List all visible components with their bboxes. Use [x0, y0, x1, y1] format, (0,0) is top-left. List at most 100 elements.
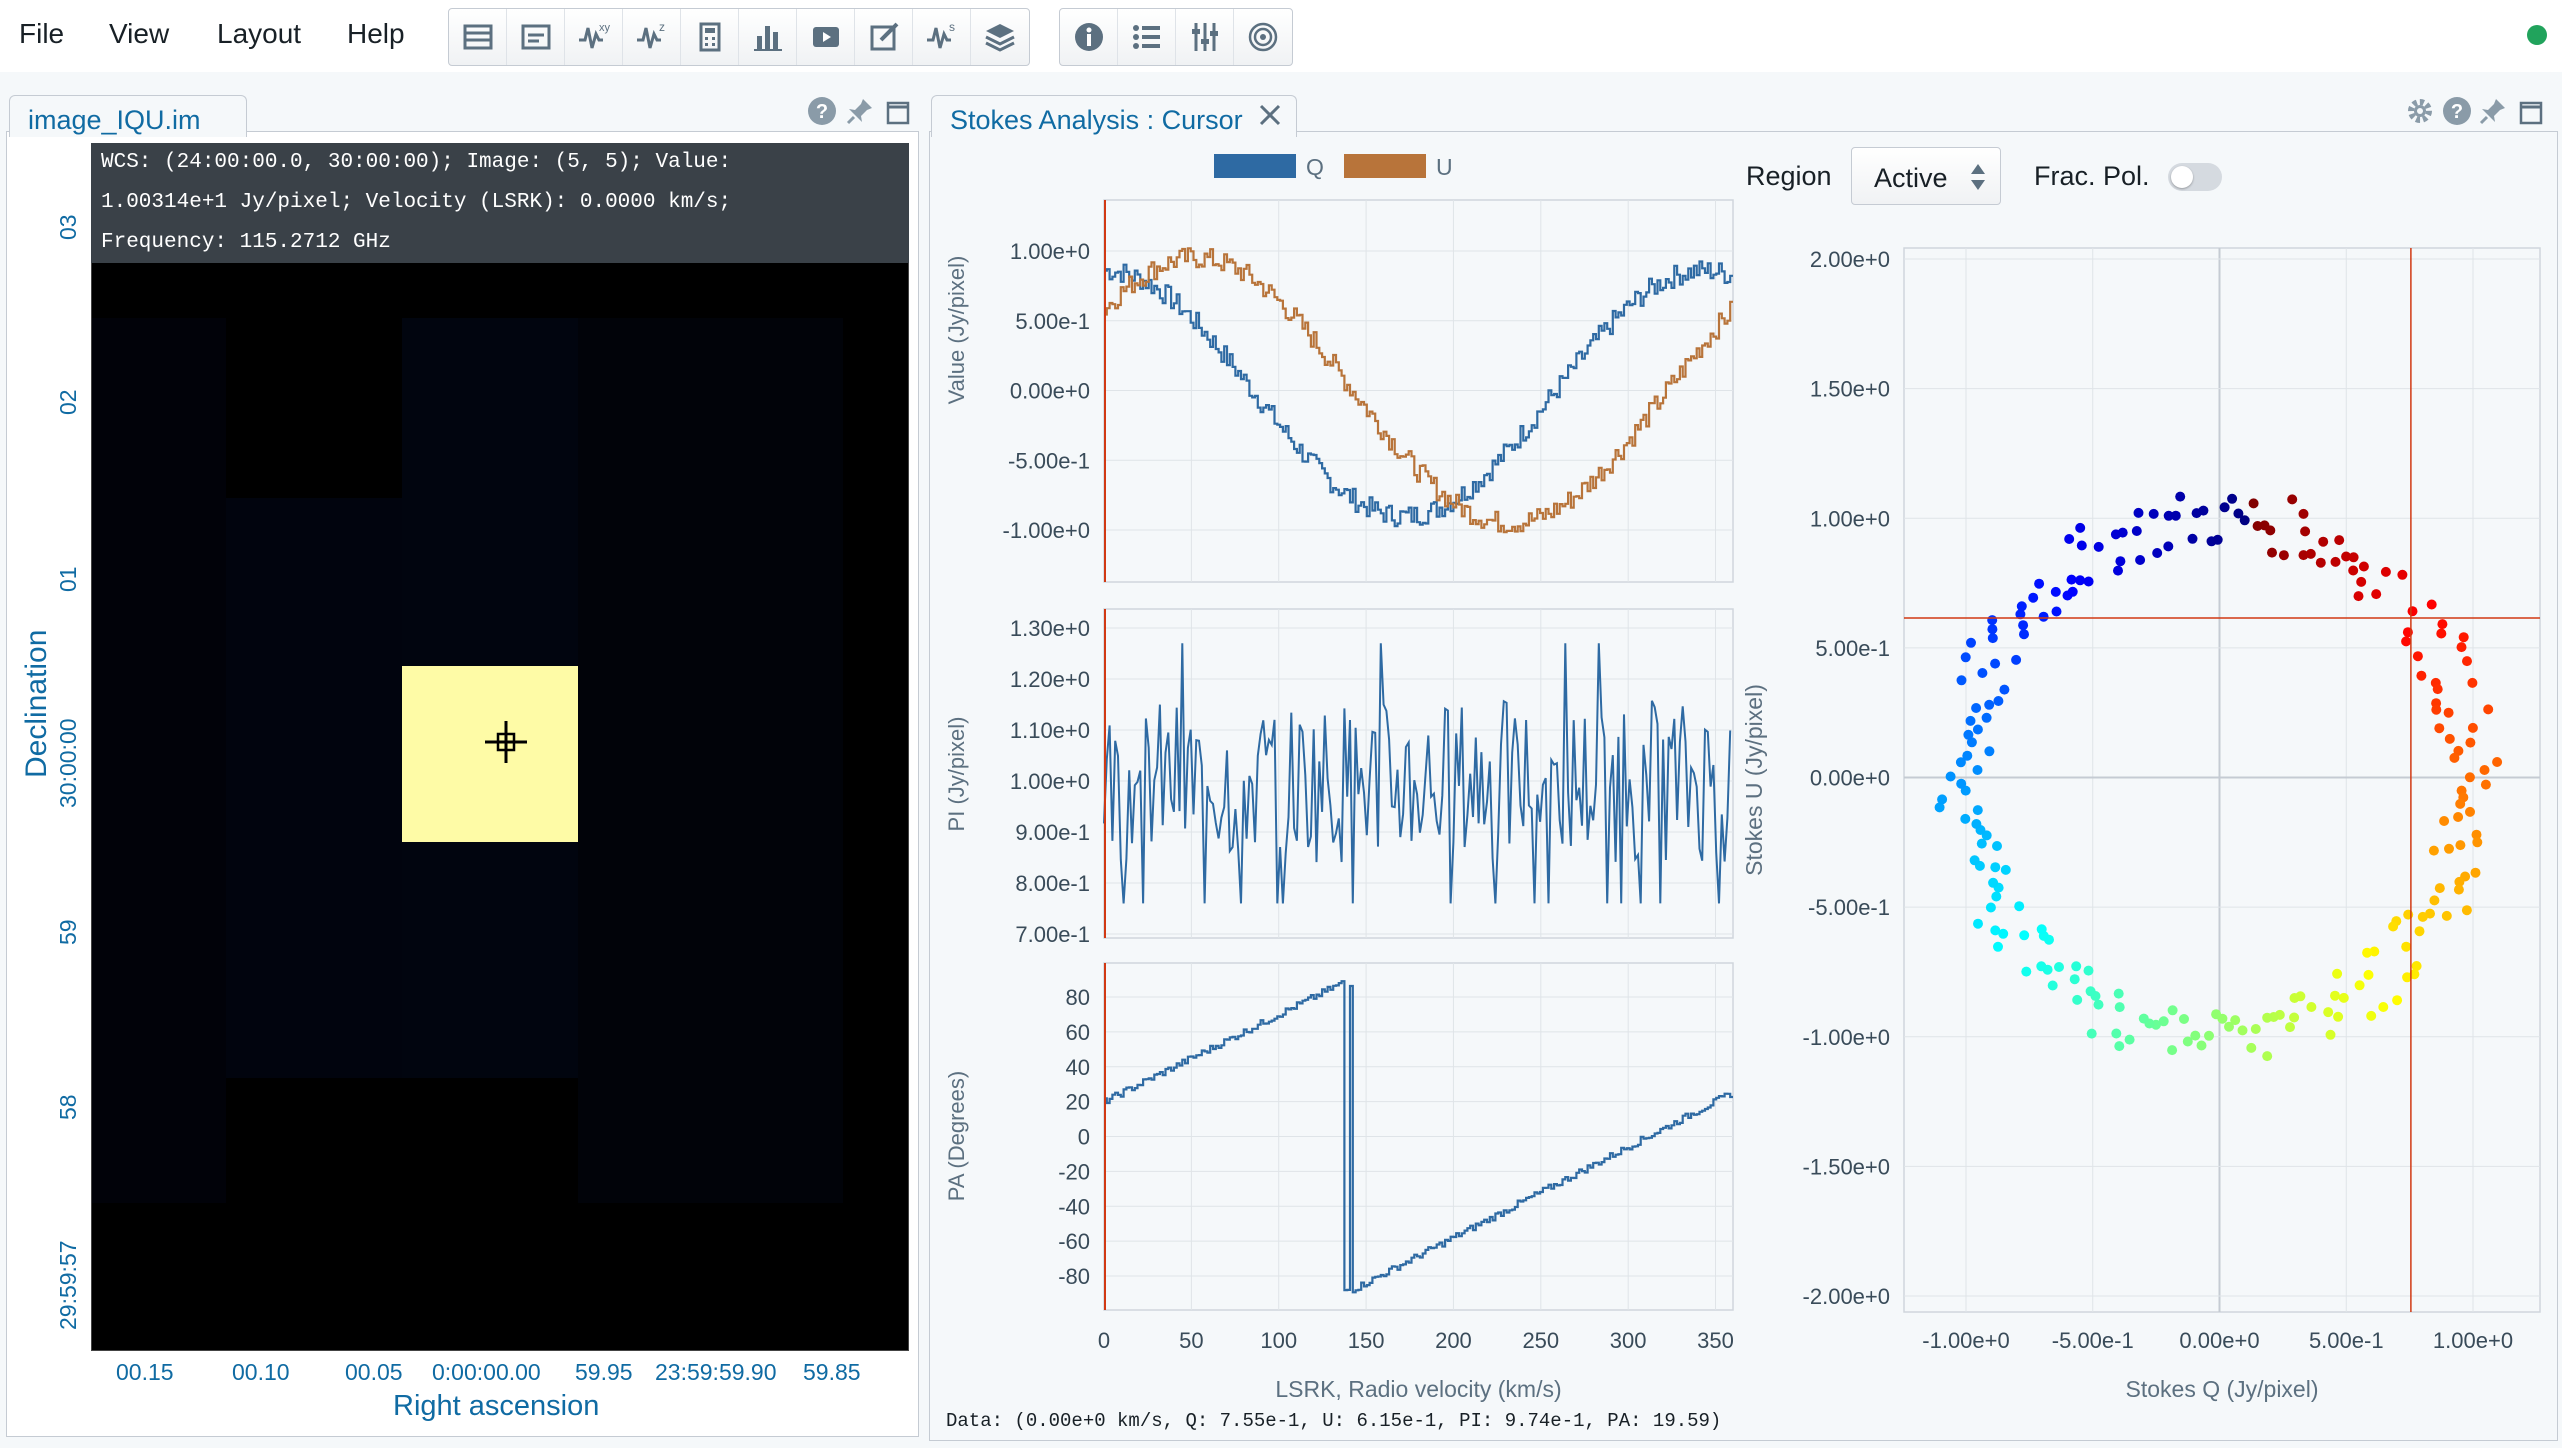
qu-scatter-point — [2356, 576, 2367, 587]
stokes-analysis-icon[interactable]: s — [913, 9, 971, 65]
qu-scatter-point — [2124, 1034, 2135, 1045]
y-tick-label: -40 — [1058, 1194, 1090, 1219]
close-tab-icon[interactable] — [1257, 102, 1283, 128]
qu-scatter-point — [2472, 837, 2483, 848]
qu-scatter-point — [2378, 1002, 2389, 1012]
qu-scatter-point — [2227, 493, 2238, 504]
menu-view[interactable]: View — [109, 18, 170, 49]
qu-scatter-point — [2464, 772, 2475, 783]
x-axis-label: LSRK, Radio velocity (km/s) — [1275, 1376, 1561, 1402]
qu-scatter-point — [2330, 990, 2340, 1001]
qu-scatter-point — [2416, 670, 2427, 681]
crosshair-cursor-icon — [485, 721, 527, 763]
qu-scatter-point — [1945, 771, 1956, 782]
spatial-profiler-icon[interactable]: xy — [565, 9, 623, 65]
qu-scatter-point — [2133, 507, 2144, 518]
pi-series-line — [1103, 643, 1732, 904]
stokes-plots[interactable]: 1.00e+0 5.00e-1 0.00e+0 -5.00e-1 -1.00e+0 Val… — [929, 131, 2556, 1406]
y-tick-label: -20 — [1058, 1159, 1090, 1184]
qu-scatter-point — [2354, 980, 2365, 991]
qu-scatter-point — [2267, 547, 2277, 558]
y-tick-label: 1.00e+0 — [1810, 506, 1890, 531]
render-config-icon[interactable] — [507, 9, 565, 65]
qu-scatter-point — [2432, 684, 2443, 695]
sliders-icon[interactable] — [1176, 9, 1234, 65]
region-select[interactable]: Active — [1851, 147, 2001, 205]
svg-text:?: ? — [816, 101, 828, 123]
x-tick-label: 0.00e+0 — [2179, 1328, 2259, 1353]
pi-spectrum-frame — [1103, 608, 1734, 939]
list-icon[interactable] — [1118, 9, 1176, 65]
y-tick-label: 0 — [1078, 1125, 1090, 1150]
qu-scatter-point — [2113, 988, 2124, 999]
catalog-edit-icon[interactable] — [855, 9, 913, 65]
x-tick-label: 1.00e+0 — [2433, 1328, 2513, 1353]
help-icon[interactable]: ? — [2442, 96, 2472, 126]
qu-scatter-point — [2325, 1029, 2336, 1040]
help-icon[interactable]: ? — [807, 96, 837, 126]
ra-tick: 23:59:59.90 — [655, 1359, 777, 1385]
qu-scatter-point — [2434, 723, 2445, 734]
qu-scatter-point — [2436, 628, 2447, 639]
image-list-icon[interactable] — [971, 9, 1028, 65]
x-tick-label: -5.00e-1 — [2052, 1328, 2134, 1353]
qu-scatter-point — [2455, 798, 2466, 809]
qu-scatter-frame — [1903, 247, 2541, 1313]
qu-scatter-point — [2131, 526, 2142, 536]
qu-scatter-point — [2318, 536, 2329, 547]
qu-scatter-point — [1937, 794, 1948, 805]
animator-icon[interactable] — [797, 9, 855, 65]
qu-scatter-point — [1973, 918, 1983, 929]
maximize-icon[interactable] — [2516, 98, 2546, 128]
spectral-profiler-icon[interactable]: z — [623, 9, 681, 65]
qu-scatter-point — [2237, 1025, 2248, 1036]
menu-file[interactable]: File — [19, 18, 65, 49]
qu-scatter-point — [2071, 961, 2082, 972]
qu-scatter-point — [2371, 589, 2382, 600]
legend-u-label: U — [1436, 154, 1453, 180]
qu-scatter-point — [2465, 737, 2476, 748]
qu-scatter-point — [2443, 707, 2454, 718]
qu-scatter-point — [2262, 1012, 2273, 1023]
cursor-data-footer: Data: (0.00e+0 km/s, Q: 7.55e-1, U: 6.15… — [946, 1410, 1722, 1432]
qu-scatter-point — [2038, 611, 2049, 622]
qu-scatter-point — [2219, 502, 2230, 513]
qu-scatter-point — [2439, 816, 2450, 826]
dec-tick: 59 — [55, 919, 81, 945]
qu-scatter-point — [2239, 515, 2250, 526]
tab-image-viewer[interactable]: image_IQU.im — [9, 95, 247, 137]
qu-scatter-point — [2471, 829, 2482, 840]
qu-scatter-point — [2411, 961, 2422, 971]
qu-scatter-point — [1981, 712, 1992, 723]
frac-pol-toggle[interactable] — [2168, 163, 2222, 191]
qu-scatter-point — [2330, 556, 2341, 567]
qu-scatter-point — [2348, 565, 2359, 576]
pin-icon[interactable] — [2478, 96, 2508, 126]
pin-icon[interactable] — [845, 96, 875, 126]
tab-stokes-analysis[interactable]: Stokes Analysis : Cursor — [931, 95, 1297, 137]
qu-scatter-point — [2449, 752, 2460, 763]
qu-scatter-point — [2064, 534, 2075, 544]
menu-layout[interactable]: Layout — [217, 18, 302, 49]
qu-scatter-point — [2289, 1012, 2300, 1023]
layers-list-icon[interactable] — [449, 9, 507, 65]
maximize-icon[interactable] — [883, 98, 913, 128]
info-icon[interactable] — [1060, 9, 1118, 65]
qu-scatter-point — [2458, 632, 2469, 643]
qu-scatter-point — [2224, 1021, 2234, 1032]
qu-scatter-point — [1999, 684, 2010, 695]
qu-scatter-point — [1934, 802, 1945, 813]
target-icon[interactable] — [1234, 9, 1291, 65]
qu-scatter-point — [2397, 569, 2408, 580]
qu-scatter-point — [1984, 746, 1995, 757]
qu-scatter-point — [2204, 1030, 2214, 1041]
histogram-icon[interactable] — [739, 9, 797, 65]
declination-axis-title: Declination — [20, 629, 53, 778]
dec-tick: 03 — [55, 214, 81, 240]
image-canvas[interactable] — [91, 143, 909, 1351]
qu-scatter-point — [2285, 1022, 2295, 1033]
statistics-calculator-icon[interactable] — [681, 9, 739, 65]
qu-scatter-point — [2093, 999, 2104, 1010]
settings-gear-icon[interactable] — [2405, 96, 2435, 126]
menu-help[interactable]: Help — [347, 18, 405, 49]
